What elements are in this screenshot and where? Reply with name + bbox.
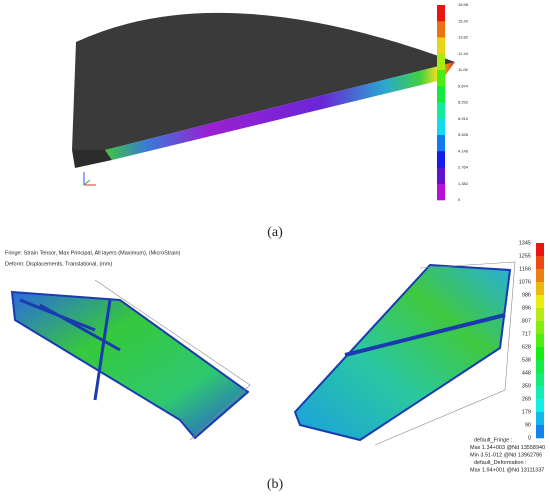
colorbar-label: 1345 (519, 240, 531, 246)
colorbar-label: 15.20 (458, 18, 469, 23)
colorbar-label: 179 (522, 409, 531, 415)
colorbar-label: 1.382 (458, 181, 469, 186)
colorbar-label: 0 (458, 197, 461, 202)
colorbar-cell (437, 135, 445, 152)
colorbar-cell (536, 347, 544, 361)
colorbar-label: 896 (522, 305, 531, 311)
colorbar-cell (437, 102, 445, 120)
colorbar-label: 4.146 (458, 148, 469, 153)
panel-a: 16.58 15.20 13.82 12.44 11.06 9.674 8.292 6.910… (72, 2, 469, 240)
colorbar-cell (437, 70, 445, 87)
colorbar-label: 1076 (519, 279, 531, 285)
colorbar-cell (437, 118, 445, 136)
colorbar-label: 1255 (519, 253, 531, 259)
colorbar-label: 0 (528, 435, 531, 441)
colorbar-cell (536, 269, 544, 283)
colorbar-cell (536, 399, 544, 413)
colorbar-label: 8.292 (458, 100, 469, 105)
colorbar-label: 269 (522, 396, 531, 402)
wing-right (293, 263, 512, 442)
colorbar-cell (437, 151, 445, 168)
colorbar-label: 538 (522, 357, 531, 363)
colorbar-cell (437, 21, 445, 38)
caption: (a) (267, 225, 283, 240)
legend-line: Min 3.51-012 @Nd 13962786 (470, 452, 542, 458)
colorbar-cell (536, 308, 544, 322)
undeformed-outline (94, 279, 251, 441)
colorbar-cell (536, 282, 544, 296)
colorbar-label: 13.82 (458, 35, 469, 40)
colorbar-label: 628 (522, 344, 531, 350)
colorbar-cell (536, 373, 544, 387)
colorbar-cell (536, 321, 544, 335)
colorbar: 16.58 15.20 13.82 12.44 11.06 9.674 8.292 6.910… (437, 2, 469, 202)
colorbar-cell (536, 334, 544, 348)
colorbar-label: 9.674 (458, 83, 469, 88)
colorbar-cell (536, 412, 544, 426)
colorbar-cell (437, 86, 445, 103)
undeformed-outline (374, 261, 516, 446)
colorbar-label: 16.58 (458, 2, 469, 7)
axis-triad (83, 172, 96, 186)
header-line: Deform: Displacements, Translational, (m… (5, 261, 112, 267)
legend-line: Max 1.34+003 @Nd 13558940 (470, 445, 545, 451)
wing-left (10, 290, 250, 440)
colorbar: 1345 1255 1166 1076 986 896 807 717 628 538 448 359… (519, 240, 544, 441)
wing-left-ribs (19, 298, 121, 401)
colorbar-label: 11.06 (458, 67, 468, 72)
colorbar-cell (536, 386, 544, 400)
colorbar-label: 12.44 (458, 51, 469, 56)
colorbar-cell (437, 53, 445, 71)
colorbar-label: 807 (522, 318, 531, 324)
wing-root (72, 150, 112, 168)
colorbar-cell (536, 295, 544, 309)
colorbar-label: 1166 (519, 266, 531, 272)
legend-line: default_Fringe : (474, 437, 513, 443)
wing-surface (72, 12, 455, 151)
colorbar-cell (437, 183, 445, 201)
colorbar-label: 6.910 (458, 116, 469, 121)
colorbar-label: 359 (522, 383, 531, 389)
colorbar-cell (437, 5, 445, 22)
strain-edge (105, 62, 455, 160)
caption: (b) (267, 477, 284, 492)
legend-line: Max 1.94+001 @Nd 13111337 (470, 467, 544, 473)
header-line: Fringe: Strain Tensor, Max Principal, Al… (5, 250, 181, 256)
colorbar-label: 448 (522, 370, 531, 376)
colorbar-label: 90 (525, 422, 531, 428)
colorbar-cell (536, 360, 544, 374)
legend: default_Fringe : Max 1.34+003 @Nd 1355894… (470, 437, 545, 473)
colorbar-label: 2.764 (458, 165, 469, 170)
colorbar-label: 5.528 (458, 132, 469, 137)
wing-right-rib (344, 313, 506, 357)
colorbar-cell (437, 37, 445, 55)
colorbar-label: 717 (522, 331, 531, 337)
colorbar-label: 986 (522, 292, 531, 298)
panel-b: Fringe: Strain Tensor, Max Principal, Al… (5, 240, 545, 492)
colorbar-cell (437, 167, 445, 185)
colorbar-cell (536, 243, 544, 257)
legend-line: default_Deformation : (474, 460, 527, 466)
colorbar-cell (536, 256, 544, 270)
colorbar-cell (536, 425, 544, 439)
